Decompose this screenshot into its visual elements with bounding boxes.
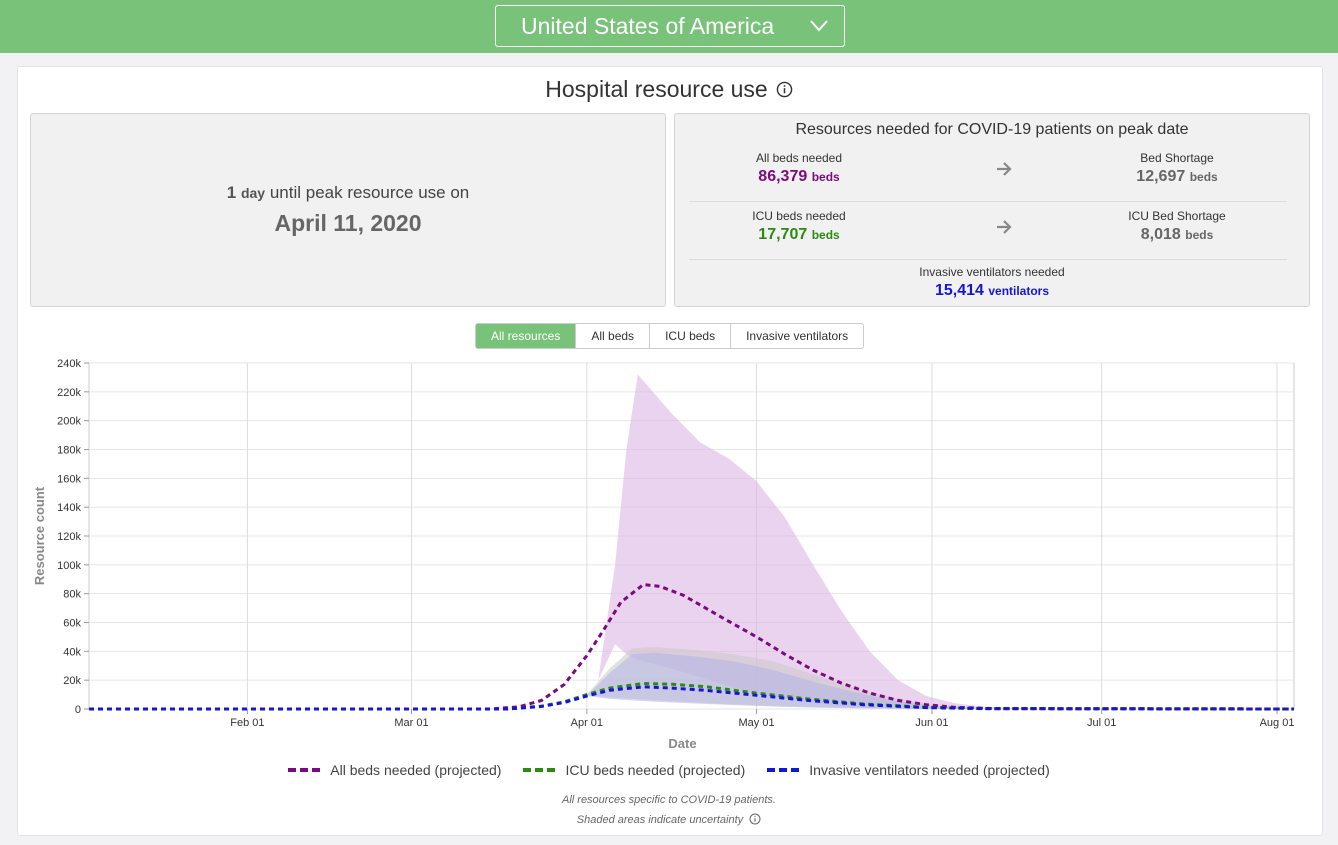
peak-date: April 11, 2020 <box>274 210 422 236</box>
footnote-uncertainty: Shaded areas indicate uncertainty <box>0 813 1338 826</box>
legend-swatch-icu-beds <box>523 768 556 772</box>
icu-bed-shortage: ICU Bed Shortage 8,018 beds <box>1067 208 1287 246</box>
resource-chart: 0 20k 40k 60k 80k 100k 120k 140k 160k 180k 200k 220… <box>32 358 1295 751</box>
icu-beds-needed: ICU beds needed 17,707 beds <box>689 208 909 246</box>
x-tick-label: Aug 01 <box>1260 717 1295 729</box>
x-tick-label: Apr 01 <box>571 717 603 729</box>
all-beds-label: All beds needed <box>755 151 843 165</box>
y-tick-label: 120k <box>57 531 81 543</box>
resources-card: Resources needed for COVID-19 patients o… <box>674 113 1310 307</box>
icu-shortage-label: ICU Bed Shortage <box>1128 209 1226 223</box>
peak-countdown: 1 day until peak resource use on <box>31 183 665 203</box>
legend-label-icu-beds: ICU beds needed (projected) <box>565 762 746 778</box>
chart-legend: All beds needed (projected) ICU beds nee… <box>0 762 1338 778</box>
x-tick-label: May 01 <box>739 717 775 729</box>
legend-label-ventilators: Invasive ventilators needed (projected) <box>809 762 1050 778</box>
y-tick-label: 40k <box>63 646 81 658</box>
legend-item-all-beds[interactable]: All beds needed (projected) <box>288 762 501 778</box>
legend-label-all-beds: All beds needed (projected) <box>330 762 502 778</box>
ventilators-unit: ventilators <box>988 284 1050 298</box>
resource-tabs: All resources All beds ICU beds Invasive… <box>475 323 865 349</box>
icu-beds-row: ICU beds needed 17,707 beds ICU Bed Shor… <box>689 202 1287 260</box>
y-tick-label: 140k <box>57 502 81 514</box>
page-title-text: Hospital resource use <box>545 76 768 102</box>
y-tick-label: 0 <box>75 704 81 716</box>
legend-item-ventilators[interactable]: Invasive ventilators needed (projected) <box>767 762 1050 778</box>
country-label: United States of America <box>521 12 775 39</box>
peak-text: until peak resource use on <box>269 183 470 202</box>
icu-beds-unit: beds <box>811 228 840 242</box>
peak-days-unit: day <box>240 185 266 201</box>
footnote-resources: All resources specific to COVID-19 patie… <box>562 794 776 806</box>
bed-shortage-unit: beds <box>1189 170 1218 184</box>
icu-shortage-value: 8,018 <box>1140 226 1181 243</box>
uncertainty-band-2 <box>586 652 983 709</box>
bed-shortage: Bed Shortage 12,697 beds <box>1067 150 1287 188</box>
chevron-down-icon <box>810 20 828 32</box>
top-bar: United States of America <box>0 0 1338 53</box>
info-icon[interactable] <box>749 813 761 825</box>
tab-all-resources[interactable]: All resources <box>476 324 577 348</box>
bed-shortage-label: Bed Shortage <box>1140 151 1214 165</box>
y-tick-label: 180k <box>57 445 81 457</box>
info-icon[interactable] <box>776 81 793 98</box>
country-dropdown[interactable]: United States of America <box>495 5 845 47</box>
tab-icu-beds[interactable]: ICU beds <box>650 324 732 348</box>
legend-swatch-all-beds <box>288 768 321 772</box>
resources-title: Resources needed for COVID-19 patients o… <box>795 121 1189 138</box>
arrow-right-icon <box>997 220 1012 234</box>
y-tick-label: 20k <box>63 675 81 687</box>
ventilators-label: Invasive ventilators needed <box>919 265 1065 279</box>
ventilators-value: 15,414 <box>934 282 984 299</box>
ventilators-needed: Invasive ventilators needed 15,414 venti… <box>675 264 1309 302</box>
y-tick-label: 240k <box>57 358 81 370</box>
y-tick-label: 100k <box>57 560 81 572</box>
peak-card: 1 day until peak resource use on April 1… <box>30 113 666 307</box>
all-beds-value: 86,379 <box>758 168 808 185</box>
series-line-2 <box>89 685 1295 711</box>
x-axis-title: Date <box>668 736 696 751</box>
x-tick-label: Jul 01 <box>1087 717 1116 729</box>
icu-beds-label: ICU beds needed <box>752 209 846 223</box>
y-tick-label: 80k <box>63 589 81 601</box>
tab-all-beds[interactable]: All beds <box>576 324 651 348</box>
icu-shortage-unit: beds <box>1185 228 1214 242</box>
y-axis-title: Resource count <box>32 486 47 585</box>
page-title: Hospital resource use <box>0 76 1338 103</box>
footnote-uncertainty-text: Shaded areas indicate uncertainty <box>576 814 744 826</box>
arrow-right-icon <box>997 162 1012 176</box>
y-tick-label: 220k <box>57 387 81 399</box>
all-beds-unit: beds <box>811 170 840 184</box>
tab-invasive-ventilators[interactable]: Invasive ventilators <box>746 329 849 343</box>
icu-beds-value: 17,707 <box>758 226 808 243</box>
all-beds-row: All beds needed 86,379 beds Bed Shortage… <box>689 144 1287 202</box>
bed-shortage-value: 12,697 <box>1136 168 1186 185</box>
x-tick-label: Feb 01 <box>230 717 264 729</box>
legend-item-icu-beds[interactable]: ICU beds needed (projected) <box>523 762 745 778</box>
all-beds-needed: All beds needed 86,379 beds <box>689 150 909 188</box>
legend-swatch-ventilators <box>767 768 800 772</box>
x-tick-label: Jun 01 <box>915 717 948 729</box>
peak-days-number: 1 <box>226 183 237 202</box>
y-tick-label: 160k <box>57 473 81 485</box>
y-tick-label: 60k <box>63 618 81 630</box>
y-tick-label: 200k <box>57 416 81 428</box>
series-line-0 <box>89 583 1295 711</box>
x-tick-label: Mar 01 <box>394 717 428 729</box>
uncertainty-band-0 <box>598 374 1040 709</box>
